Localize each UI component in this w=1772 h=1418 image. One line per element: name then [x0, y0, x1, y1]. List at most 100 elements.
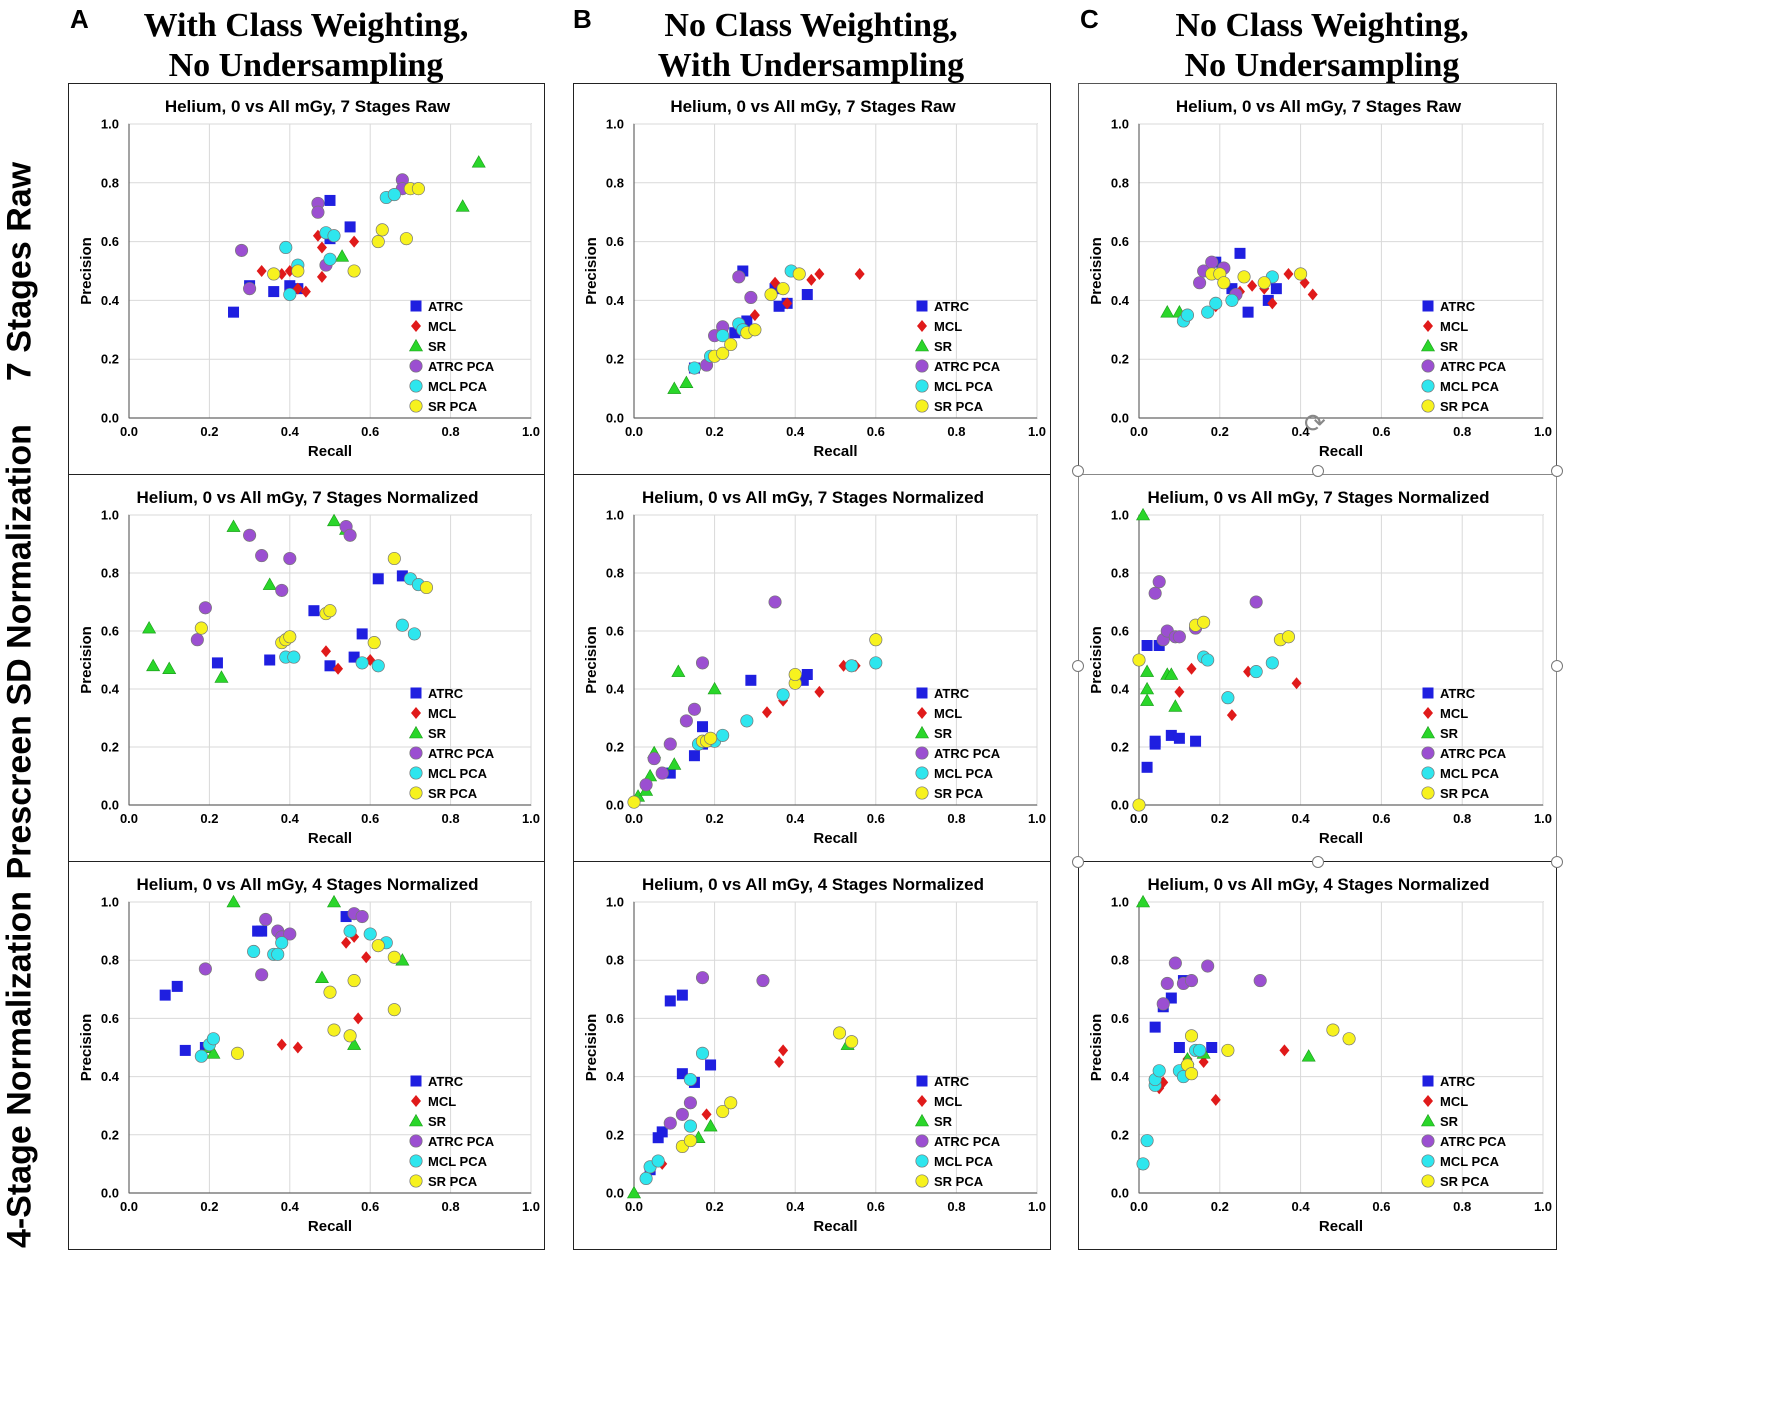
x-axis-label: Recall	[308, 443, 352, 460]
legend-marker-mcl	[917, 1095, 927, 1107]
data-point-atrc-pca	[243, 528, 257, 542]
data-point-sr-pca	[387, 551, 401, 566]
chart-title: Helium, 0 vs All mGy, 7 Stages Raw	[670, 97, 956, 116]
data-point-sr-pca	[1132, 798, 1146, 812]
y-tick-label: 1.0	[101, 895, 119, 910]
legend-marker-mcl	[1423, 320, 1433, 332]
column-title-a: With Class Weighting, No Undersampling	[46, 6, 566, 86]
y-tick-label: 0.8	[1111, 175, 1129, 190]
data-point-sr	[262, 577, 277, 590]
data-point-sr-pca	[283, 630, 297, 644]
x-tick-label: 0.0	[120, 1199, 138, 1214]
x-tick-label: 0.0	[1130, 424, 1148, 439]
data-point-sr	[206, 1046, 221, 1059]
data-point-atrc	[1242, 306, 1254, 318]
data-point-atrc-pca	[1172, 630, 1186, 644]
resize-handle-top-right[interactable]	[1551, 465, 1563, 477]
data-point-mcl	[1279, 1044, 1290, 1057]
legend-label-mcl: MCL	[428, 319, 456, 334]
data-point-sr	[1168, 699, 1183, 712]
x-tick-label: 0.0	[120, 811, 138, 826]
resize-handle-top-center[interactable]	[1312, 465, 1324, 477]
data-point-atrc	[159, 989, 171, 1001]
legend-marker-mcl-pca	[1421, 379, 1435, 393]
series-atrc-pca	[235, 173, 409, 296]
data-point-mcl-pca	[1249, 665, 1263, 679]
data-point-sr-pca	[367, 636, 381, 650]
data-point-sr-pca	[792, 267, 806, 281]
y-tick-label: 0.4	[1111, 1069, 1130, 1084]
chart-legend: ATRC MCL SR ATRC PCA MCL PCA SR PCA	[1420, 686, 1507, 801]
legend-marker-sr	[408, 338, 424, 352]
data-point-atrc	[705, 1059, 717, 1071]
data-point-sr-pca	[1132, 653, 1146, 667]
series-mcl-pca	[1197, 650, 1279, 705]
chart-title: Helium, 0 vs All mGy, 7 Stages Normalize…	[136, 488, 478, 507]
data-point-sr-pca	[724, 337, 738, 352]
series-mcl-pca	[639, 1046, 710, 1185]
data-point-atrc-pca	[343, 528, 357, 542]
legend-marker-mcl-pca	[915, 1154, 929, 1168]
x-tick-label: 1.0	[1534, 811, 1552, 826]
data-point-atrc	[773, 300, 785, 312]
data-point-mcl-pca	[355, 656, 369, 670]
legend-label-sr-pca: SR PCA	[1440, 1174, 1490, 1189]
y-tick-label: 0.6	[101, 624, 119, 639]
legend-marker-mcl	[411, 1095, 421, 1107]
data-point-mcl	[300, 285, 311, 298]
legend-label-sr: SR	[1440, 726, 1459, 741]
legend-label-mcl-pca: MCL PCA	[428, 766, 488, 781]
data-point-mcl-pca	[651, 1154, 665, 1168]
legend-label-sr: SR	[428, 1114, 447, 1129]
data-point-sr-pca	[845, 1035, 859, 1049]
column-title-b: No Class Weighting, With Undersampling	[551, 6, 1071, 86]
data-point-mcl-pca	[1225, 293, 1239, 307]
series-mcl	[749, 267, 865, 322]
legend-label-atrc-pca: ATRC PCA	[1440, 359, 1507, 374]
data-point-mcl	[814, 685, 825, 698]
resize-handle-bottom-left[interactable]	[1072, 856, 1084, 868]
data-point-atrc	[264, 654, 276, 666]
data-point-atrc	[676, 989, 688, 1001]
rotate-handle-icon[interactable]: ⟳	[1304, 408, 1326, 438]
legend-marker-sr	[914, 1113, 930, 1127]
legend-label-sr: SR	[1440, 339, 1459, 354]
data-point-atrc-pca	[283, 551, 297, 566]
resize-handle-middle-right[interactable]	[1551, 660, 1563, 672]
data-point-sr-pca	[1184, 1067, 1199, 1081]
data-point-atrc-pca	[190, 633, 204, 647]
data-point-mcl	[806, 273, 817, 286]
data-point-sr-pca	[1237, 270, 1251, 284]
y-tick-label: 0.4	[606, 682, 625, 697]
panel-c2[interactable]: Helium, 0 vs All mGy, 7 Stages Normalize…	[1078, 474, 1557, 862]
data-point-mcl-pca	[271, 947, 285, 961]
data-point-atrc	[676, 1068, 688, 1080]
resize-handle-top-left[interactable]	[1072, 465, 1084, 477]
series-atrc-pca	[663, 971, 770, 1130]
data-point-mcl-pca	[869, 656, 883, 670]
resize-handle-middle-left[interactable]	[1072, 660, 1084, 672]
y-tick-label: 0.6	[606, 624, 624, 639]
column-title-c: No Class Weighting, No Undersampling	[1062, 6, 1582, 86]
column-title-a-line1: With Class Weighting,	[143, 7, 469, 44]
y-tick-label: 1.0	[606, 508, 624, 523]
legend-label-sr: SR	[428, 339, 447, 354]
x-tick-label: 0.2	[1211, 424, 1229, 439]
data-point-atrc	[340, 911, 352, 923]
data-point-atrc	[1149, 1021, 1161, 1033]
legend-marker-mcl	[1423, 1095, 1433, 1107]
chart-legend: ATRC MCL SR ATRC PCA MCL PCA SR PCA	[408, 299, 495, 414]
x-tick-label: 1.0	[1028, 424, 1046, 439]
data-point-atrc	[697, 721, 709, 733]
resize-handle-bottom-right[interactable]	[1551, 856, 1563, 868]
column-title-b-line1: No Class Weighting,	[664, 7, 958, 44]
y-axis-label: Precision	[1088, 1014, 1105, 1082]
legend-label-mcl: MCL	[1440, 706, 1468, 721]
series-sr	[202, 894, 410, 1059]
legend-label-atrc-pca: ATRC PCA	[934, 746, 1001, 761]
legend-label-atrc: ATRC	[934, 299, 970, 314]
chart-legend: ATRC MCL SR ATRC PCA MCL PCA SR PCA	[1420, 299, 1507, 414]
y-tick-label: 1.0	[606, 895, 624, 910]
data-point-sr	[1164, 667, 1179, 680]
resize-handle-bottom-center[interactable]	[1312, 856, 1324, 868]
